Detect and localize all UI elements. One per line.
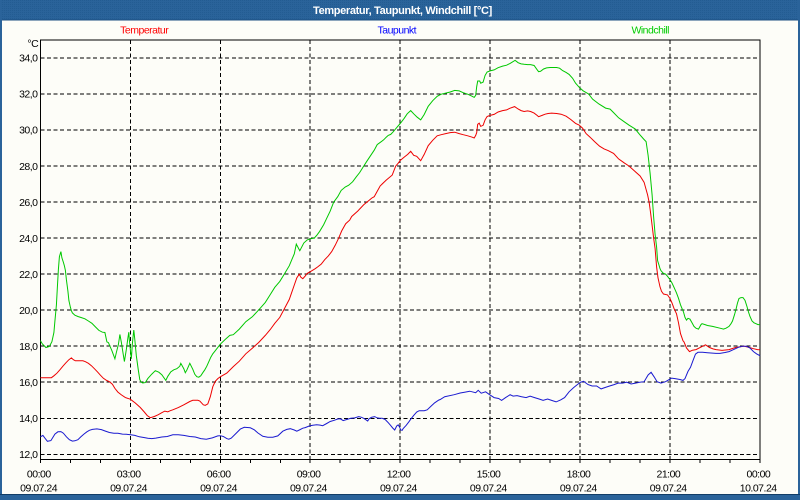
svg-text:21:00: 21:00 (657, 469, 681, 481)
svg-text:Temperatur: Temperatur (120, 25, 169, 37)
svg-text:28,0: 28,0 (19, 161, 38, 173)
svg-text:09.07.24: 09.07.24 (110, 483, 148, 495)
svg-text:03:00: 03:00 (117, 469, 141, 481)
svg-text:16,0: 16,0 (19, 377, 38, 389)
svg-text:°C: °C (27, 38, 39, 50)
svg-text:20,0: 20,0 (19, 305, 38, 317)
svg-text:22,0: 22,0 (19, 269, 38, 281)
svg-text:09.07.24: 09.07.24 (20, 483, 58, 495)
svg-text:18:00: 18:00 (567, 469, 591, 481)
svg-text:Windchill: Windchill (631, 25, 669, 37)
svg-text:12:00: 12:00 (387, 469, 411, 481)
svg-text:30,0: 30,0 (19, 125, 38, 137)
svg-text:09.07.24: 09.07.24 (560, 483, 598, 495)
svg-text:14,0: 14,0 (19, 413, 38, 425)
svg-text:32,0: 32,0 (19, 89, 38, 101)
svg-text:09:00: 09:00 (297, 469, 321, 481)
svg-text:00:00: 00:00 (747, 469, 771, 481)
svg-text:09.07.24: 09.07.24 (290, 483, 328, 495)
svg-text:Temperatur, Taupunkt, Windchil: Temperatur, Taupunkt, Windchill [°C] (313, 5, 493, 17)
svg-text:00:00: 00:00 (27, 469, 51, 481)
svg-text:24,0: 24,0 (19, 233, 38, 245)
svg-text:18,0: 18,0 (19, 341, 38, 353)
svg-text:Taupunkt: Taupunkt (377, 25, 416, 37)
svg-text:15:00: 15:00 (477, 469, 501, 481)
svg-text:06:00: 06:00 (207, 469, 231, 481)
svg-text:09.07.24: 09.07.24 (650, 483, 688, 495)
svg-text:09.07.24: 09.07.24 (470, 483, 508, 495)
svg-text:12,0: 12,0 (19, 449, 38, 461)
svg-text:09.07.24: 09.07.24 (200, 483, 238, 495)
svg-text:26,0: 26,0 (19, 197, 38, 209)
svg-text:34,0: 34,0 (19, 53, 38, 65)
svg-text:09.07.24: 09.07.24 (380, 483, 418, 495)
svg-text:10.07.24: 10.07.24 (740, 483, 778, 495)
